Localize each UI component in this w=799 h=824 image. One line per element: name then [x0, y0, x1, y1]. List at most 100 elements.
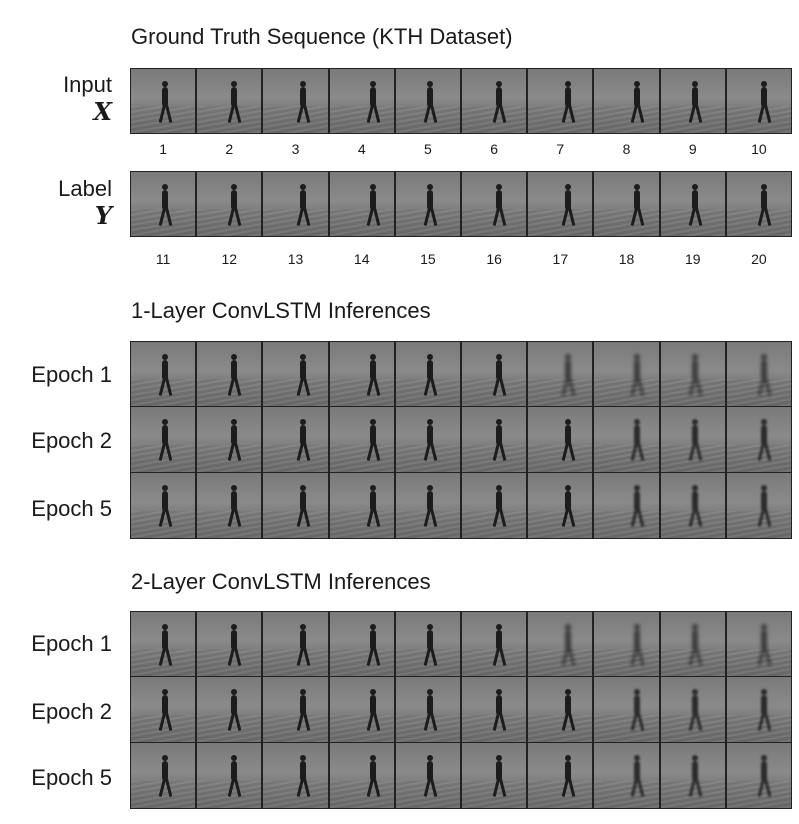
walking-person-figure [227, 689, 242, 733]
one-layer-frame [329, 473, 396, 538]
two-layer-frame [594, 743, 661, 808]
two-layer-frame [329, 743, 396, 808]
walking-person-figure [366, 485, 380, 529]
label-frame [263, 172, 330, 236]
input-frame [197, 69, 264, 133]
walking-person-figure [297, 419, 311, 463]
one-layer-frame [528, 407, 595, 472]
walking-person-figure [297, 755, 311, 799]
walking-person-figure [757, 485, 772, 529]
walking-person-figure [631, 485, 645, 529]
one-layer-epoch-5-label: Epoch 5 [31, 496, 112, 521]
walking-person-figure [492, 419, 507, 463]
label-frame [594, 172, 661, 236]
two-layer-frame [528, 677, 595, 742]
two-layer-frame [263, 612, 330, 676]
input-frame [660, 69, 727, 133]
label-frame-numbers: 11 12 13 14 15 16 17 18 19 20 [130, 251, 792, 267]
one-layer-frame [263, 342, 330, 406]
label-frame [329, 172, 396, 236]
walking-person-figure [158, 485, 173, 529]
two-layer-frame [462, 743, 529, 808]
one-layer-stack [130, 341, 792, 539]
input-symbol: X [93, 97, 112, 126]
walking-person-figure [366, 354, 380, 398]
one-layer-frame [594, 473, 661, 538]
walking-person-figure [366, 624, 380, 668]
one-layer-row-strip [130, 341, 792, 407]
one-layer-frame [528, 473, 595, 538]
walking-person-figure [631, 354, 645, 398]
two-layer-frame [395, 743, 463, 808]
walking-person-figure [688, 184, 702, 228]
one-layer-frame [197, 342, 264, 406]
label-frame [726, 172, 792, 236]
walking-person-figure [158, 755, 173, 799]
frame-number: 14 [353, 251, 370, 267]
two-layer-frame [726, 677, 792, 742]
walking-person-figure [297, 689, 311, 733]
walking-person-figure [492, 624, 507, 668]
two-layer-epoch-1-label: Epoch 1 [31, 631, 112, 656]
walking-person-figure [631, 755, 645, 799]
walking-person-figure [561, 184, 576, 228]
label-label-text: Label [58, 176, 112, 201]
walking-person-figure [423, 755, 438, 799]
one-layer-frame [660, 407, 727, 472]
input-frame [131, 69, 198, 133]
walking-person-figure [561, 755, 576, 799]
walking-person-figure [423, 485, 438, 529]
label-frame [395, 172, 463, 236]
two-layer-frame [594, 677, 661, 742]
two-layer-epoch-5-label: Epoch 5 [31, 765, 112, 790]
walking-person-figure [423, 354, 438, 398]
walking-person-figure [227, 485, 242, 529]
walking-person-figure [158, 184, 173, 228]
label-frame [528, 172, 595, 236]
walking-person-figure [227, 755, 242, 799]
frame-number: 8 [622, 141, 631, 157]
input-frame-numbers: 1 2 3 4 5 6 7 8 9 10 [130, 141, 792, 157]
one-layer-frame [197, 407, 264, 472]
walking-person-figure [366, 184, 380, 228]
one-layer-row-strip [130, 473, 792, 539]
one-layer-title: 1-Layer ConvLSTM Inferences [131, 298, 431, 323]
walking-person-figure [757, 184, 772, 228]
label-row-label: Label Y [0, 176, 112, 230]
walking-person-figure [423, 419, 438, 463]
input-frame [263, 69, 330, 133]
two-layer-frame [263, 677, 330, 742]
input-frame-strip [130, 68, 792, 134]
two-layer-frame [329, 612, 396, 676]
walking-person-figure [492, 81, 507, 125]
one-layer-frame [197, 473, 264, 538]
walking-person-figure [688, 689, 702, 733]
walking-person-figure [158, 354, 173, 398]
walking-person-figure [631, 184, 645, 228]
walking-person-figure [757, 354, 772, 398]
one-layer-frame [395, 473, 463, 538]
frame-number: 11 [155, 251, 171, 267]
frame-number: 5 [424, 141, 432, 157]
walking-person-figure [492, 755, 507, 799]
two-layer-frame [726, 612, 792, 676]
walking-person-figure [688, 485, 702, 529]
walking-person-figure [227, 354, 242, 398]
two-layer-frame [660, 612, 727, 676]
walking-person-figure [423, 184, 438, 228]
one-layer-frame [594, 342, 661, 406]
walking-person-figure [297, 485, 311, 529]
one-layer-frame [395, 342, 463, 406]
two-layer-frame [395, 612, 463, 676]
two-layer-epoch-2-label: Epoch 2 [31, 699, 112, 724]
walking-person-figure [492, 689, 507, 733]
label-frame-strip [130, 171, 792, 237]
frame-number: 1 [159, 141, 167, 157]
frame-number: 20 [751, 251, 767, 267]
two-layer-frame [329, 677, 396, 742]
two-layer-frame [528, 743, 595, 808]
frame-number: 9 [688, 141, 697, 157]
walking-person-figure [757, 755, 772, 799]
walking-person-figure [366, 755, 380, 799]
one-layer-frame [263, 473, 330, 538]
